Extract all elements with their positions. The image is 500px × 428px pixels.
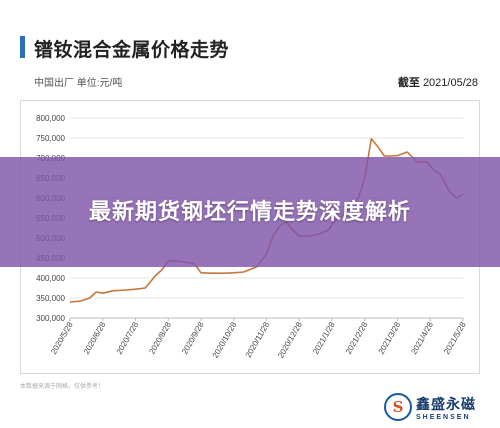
x-tick-label: 2020/11/28 xyxy=(244,320,272,359)
x-tick-label: 2021/4/28 xyxy=(409,320,435,356)
brand-logo: S 鑫盛永磁 SHEENSEN xyxy=(384,392,476,422)
date-value: 2021/05/28 xyxy=(422,77,478,89)
x-tick-label: 2020/8/28 xyxy=(147,320,173,356)
y-tick-label: 300,000 xyxy=(36,314,65,323)
x-tick-label: 2020/12/28 xyxy=(276,320,304,360)
x-tick-label: 2020/10/28 xyxy=(211,320,239,360)
headline-banner[interactable]: 最新期货钢坯行情走势深度解析 xyxy=(0,157,500,267)
x-tick-label: 2020/5/28 xyxy=(49,320,75,356)
x-tick-label: 2021/3/28 xyxy=(377,320,403,356)
x-tick-label: 2020/6/28 xyxy=(82,320,108,356)
x-tick-label: 2021/1/28 xyxy=(311,320,337,356)
x-tick-label: 2021/5/28 xyxy=(442,320,468,356)
headline-text[interactable]: 最新期货钢坯行情走势深度解析 xyxy=(88,199,411,224)
chart-title: 镨钕混合金属价格走势 xyxy=(34,40,230,61)
y-tick-label: 350,000 xyxy=(36,294,65,303)
y-tick-label: 400,000 xyxy=(36,274,65,283)
chart-subtitle: 中国出厂 单位:元/吨 xyxy=(34,78,123,89)
date-info: 截至 2021/05/28 xyxy=(398,74,478,90)
y-tick-label: 800,000 xyxy=(36,114,65,123)
date-label: 截至 xyxy=(397,77,420,89)
title-accent-bar xyxy=(20,36,25,58)
brand-name-en: SHEENSEN xyxy=(416,413,471,421)
x-tick-label: 2020/9/28 xyxy=(180,320,206,356)
y-tick-label: 750,000 xyxy=(36,134,65,143)
x-tick-label: 2020/7/28 xyxy=(115,320,141,356)
source-note: 本数据来源于网格，仅供参考！ xyxy=(20,384,105,390)
brand-mark-icon: S xyxy=(384,393,412,421)
x-tick-label: 2021/2/28 xyxy=(344,320,370,356)
brand-name-cn: 鑫盛永磁 xyxy=(416,395,476,412)
